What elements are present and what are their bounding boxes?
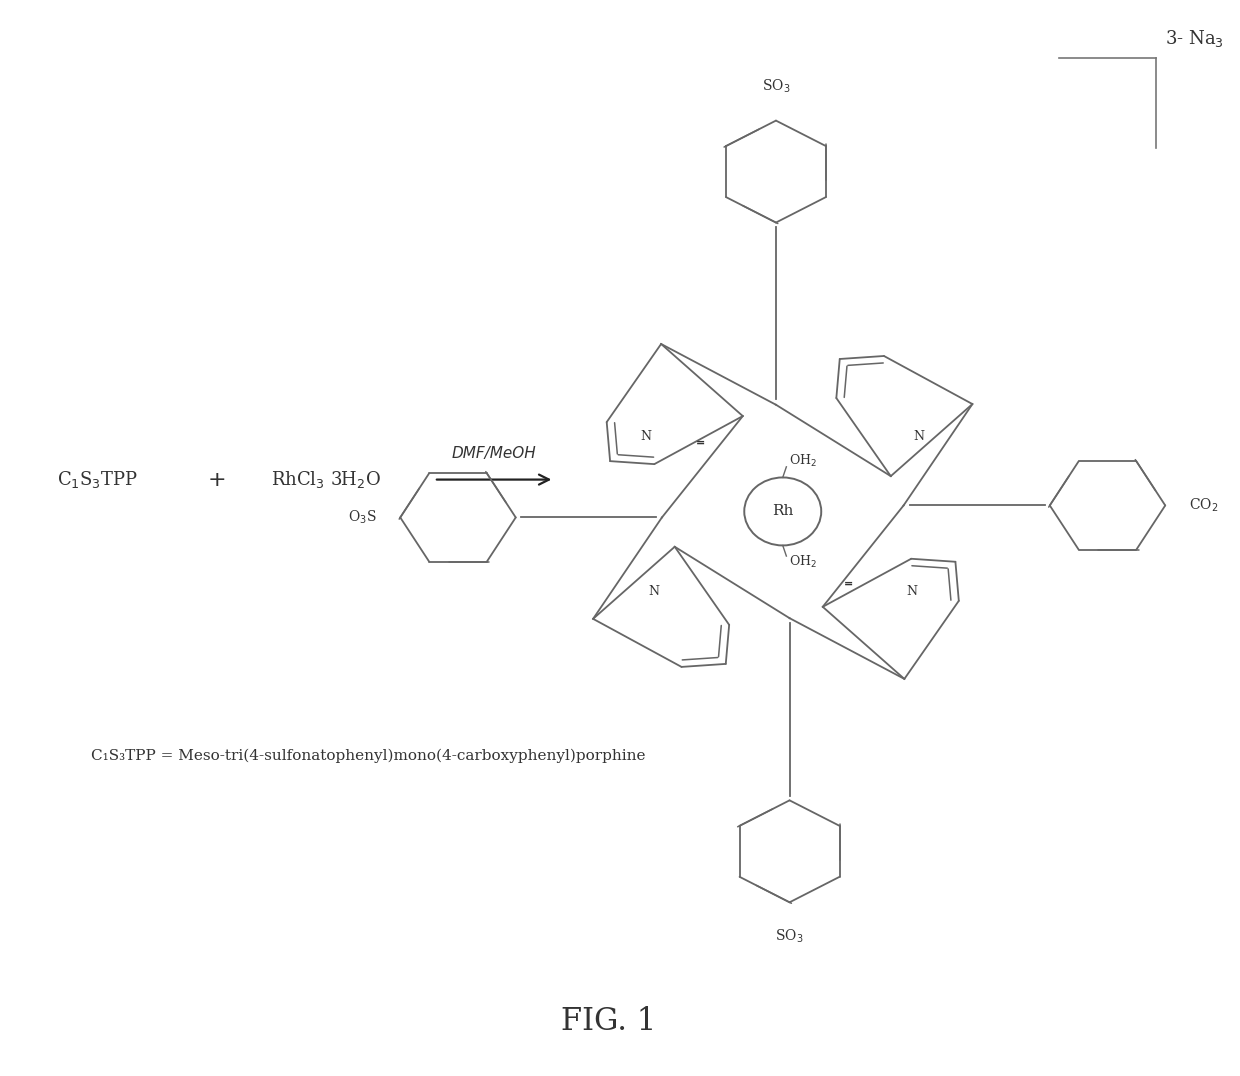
Text: DMF/MeOH: DMF/MeOH (451, 445, 537, 461)
Text: Rh: Rh (773, 505, 794, 519)
Text: +: + (208, 469, 227, 490)
Text: N: N (914, 430, 925, 443)
Text: N: N (649, 585, 658, 598)
Text: CO$_2$: CO$_2$ (1189, 497, 1219, 514)
Text: SO$_3$: SO$_3$ (761, 77, 790, 95)
Text: 3- Na$_3$: 3- Na$_3$ (1166, 28, 1224, 49)
Text: C$_1$S$_3$TPP: C$_1$S$_3$TPP (57, 469, 138, 490)
Text: N: N (906, 585, 918, 598)
Text: N: N (641, 430, 652, 443)
FancyArrowPatch shape (436, 475, 549, 484)
Text: OH$_2$: OH$_2$ (789, 452, 817, 468)
Text: =: = (844, 579, 853, 589)
Text: O$_3$S: O$_3$S (347, 509, 376, 526)
Text: =: = (697, 438, 706, 448)
Text: FIG. 1: FIG. 1 (560, 1006, 656, 1037)
Text: C₁S₃TPP = Meso-tri(4-sulfonatophenyl)mono(4-carboxyphenyl)porphine: C₁S₃TPP = Meso-tri(4-sulfonatophenyl)mon… (92, 749, 646, 763)
Text: RhCl$_3$ 3H$_2$O: RhCl$_3$ 3H$_2$O (270, 469, 381, 490)
Text: SO$_3$: SO$_3$ (775, 928, 804, 945)
Text: OH$_2$: OH$_2$ (789, 554, 817, 570)
